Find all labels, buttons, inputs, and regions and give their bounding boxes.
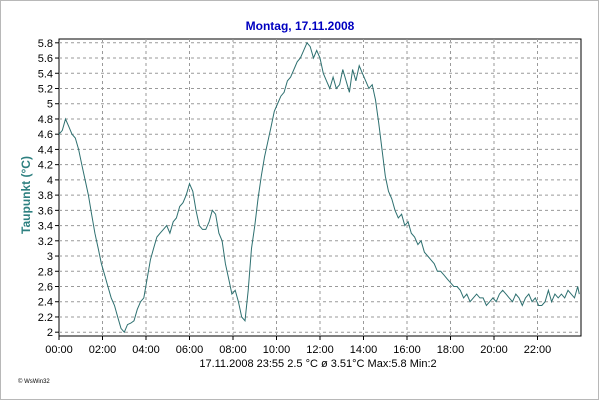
x-tick-label: 04:00 (132, 344, 160, 356)
y-tick-label: 4 (47, 175, 53, 187)
y-tick-label: 5.6 (38, 53, 53, 65)
x-tick-label: 08:00 (219, 344, 247, 356)
y-tick-label: 3.6 (38, 205, 53, 217)
x-tick-label: 10:00 (263, 344, 291, 356)
y-tick-label: 3.2 (38, 236, 53, 248)
x-tick-label: 18:00 (437, 344, 465, 356)
x-axis-ticks: 00:00 02:00 04:00 06:00 08:00 10:00 12:00 14:00… (45, 336, 551, 356)
x-tick-label: 06:00 (176, 344, 204, 356)
dew-point-series-line (58, 41, 580, 334)
y-tick-label: 4.4 (38, 144, 53, 156)
y-tick-label: 2.2 (38, 312, 53, 324)
y-tick-label: 4.6 (38, 129, 53, 141)
y-tick-label: 2.6 (38, 282, 53, 294)
y-tick-label: 4.8 (38, 114, 53, 126)
summary-footer: 17.11.2008 23:55 2.5 °C ø 3.51°C Max:5.8… (199, 358, 436, 370)
x-tick-label: 22:00 (524, 344, 552, 356)
y-tick-label: 4.2 (38, 160, 53, 172)
x-tick-label: 14:00 (350, 344, 378, 356)
y-axis-ticks: 2 2.2 2.4 2.6 2.8 3 3.2 3.4 3.6 3.8 4 4.2 4.4 4.6 4.8 5… (38, 38, 59, 339)
brand-label: © WsWin32 (18, 378, 50, 385)
y-tick-label: 5 (47, 99, 53, 111)
y-tick-label: 2.8 (38, 266, 53, 278)
y-axis-label: Taupunkt (°C) (19, 156, 33, 234)
y-tick-label: 5.2 (38, 84, 53, 96)
y-tick-label: 3.8 (38, 190, 53, 202)
y-tick-label: 5.4 (38, 68, 53, 80)
x-tick-label: 16:00 (393, 344, 421, 356)
x-tick-label: 12:00 (306, 344, 334, 356)
y-tick-label: 3 (47, 251, 53, 263)
x-tick-label: 00:00 (45, 344, 73, 356)
y-tick-label: 3.4 (38, 221, 53, 233)
x-tick-label: 20:00 (480, 344, 508, 356)
chart-title: Montag, 17.11.2008 (246, 19, 355, 33)
y-tick-label: 2 (47, 327, 53, 339)
y-tick-label: 5.8 (38, 38, 53, 50)
y-tick-label: 2.4 (38, 297, 53, 309)
x-tick-label: 02:00 (89, 344, 117, 356)
